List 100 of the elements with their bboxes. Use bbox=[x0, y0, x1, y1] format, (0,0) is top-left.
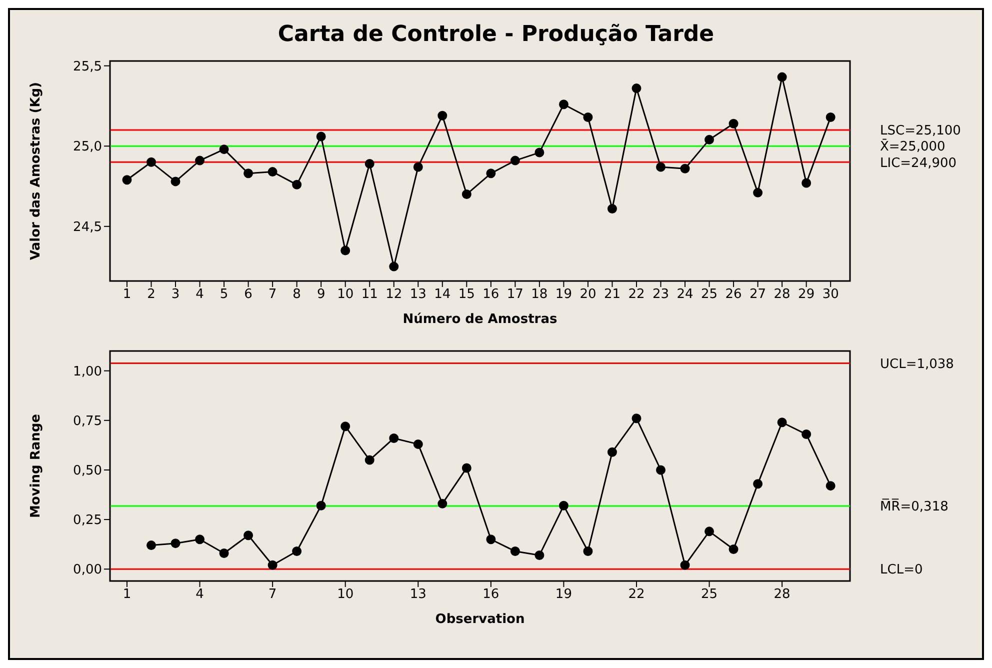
ref-line-label: UCL=1,038 bbox=[880, 356, 954, 372]
point bbox=[292, 546, 302, 556]
ref-line-label: LSC=25,100 bbox=[880, 124, 961, 139]
point bbox=[534, 148, 544, 158]
point bbox=[583, 546, 593, 556]
ref-line-label: X̄=25,000 bbox=[880, 138, 946, 155]
point bbox=[777, 72, 787, 82]
point bbox=[219, 144, 229, 154]
y-tick-label: 0,75 bbox=[73, 414, 102, 430]
point bbox=[316, 500, 326, 510]
x-tick-label: 27 bbox=[750, 287, 766, 302]
x-tick-label: 13 bbox=[410, 287, 426, 302]
point bbox=[170, 176, 180, 186]
point bbox=[656, 162, 666, 172]
chart-title: Carta de Controle - Produção Tarde bbox=[276, 21, 716, 49]
x-tick-label: 14 bbox=[434, 287, 451, 302]
x-axis-title: Observation bbox=[435, 612, 525, 627]
point bbox=[802, 178, 812, 188]
x-tick-label: 6 bbox=[244, 287, 252, 302]
x-tick-label: 22 bbox=[628, 587, 645, 602]
point bbox=[462, 463, 472, 473]
point bbox=[340, 246, 350, 256]
y-tick-label: 0,50 bbox=[73, 464, 102, 479]
y-tick-label: 0,25 bbox=[73, 513, 102, 528]
x-tick-label: 30 bbox=[822, 287, 839, 302]
x-tick-label: 1 bbox=[122, 287, 132, 302]
point bbox=[728, 118, 738, 128]
point bbox=[413, 439, 423, 449]
x-tick-label: 10 bbox=[337, 587, 354, 602]
x-tick-label: 22 bbox=[628, 287, 645, 302]
x-tick-label: 29 bbox=[798, 287, 815, 302]
x-tick-label: 10 bbox=[337, 287, 354, 302]
x-tick-label: 9 bbox=[316, 287, 326, 302]
y-axis-title: Valor das Amostras (Kg) bbox=[28, 82, 44, 260]
point bbox=[680, 164, 690, 174]
point bbox=[316, 132, 326, 142]
point bbox=[170, 538, 180, 548]
x-tick-label: 1 bbox=[122, 587, 132, 602]
x-tick-label: 4 bbox=[196, 587, 204, 602]
point bbox=[558, 500, 568, 510]
point bbox=[462, 190, 472, 200]
point bbox=[680, 560, 690, 570]
y-tick-label: 25,5 bbox=[73, 59, 102, 74]
x-tick-label: 28 bbox=[774, 287, 790, 302]
point bbox=[753, 188, 763, 198]
point bbox=[438, 498, 448, 508]
x-tick-label: 19 bbox=[555, 287, 572, 302]
x-tick-label: 25 bbox=[701, 287, 718, 302]
point bbox=[583, 112, 593, 122]
x-tick-label: 16 bbox=[482, 287, 500, 302]
point bbox=[753, 479, 763, 489]
x-tick-label: 28 bbox=[774, 587, 790, 602]
x-tick-label: 26 bbox=[725, 287, 742, 302]
point bbox=[292, 180, 302, 190]
point bbox=[486, 534, 496, 544]
y-tick-label: 1,00 bbox=[73, 364, 102, 380]
ref-line-label: M̅R̅=0,318 bbox=[880, 498, 948, 515]
point bbox=[826, 112, 836, 122]
x-tick-label: 5 bbox=[220, 287, 228, 302]
x-tick-label: 21 bbox=[604, 287, 621, 302]
x-tick-label: 18 bbox=[531, 287, 548, 302]
x-tick-label: 23 bbox=[652, 287, 670, 302]
point bbox=[607, 204, 617, 214]
point bbox=[510, 156, 520, 166]
x-axis-title: Número de Amostras bbox=[402, 312, 558, 327]
x-tick-label: 4 bbox=[196, 287, 204, 302]
y-axis-title: Moving Range bbox=[28, 414, 44, 518]
x-tick-label: 15 bbox=[458, 287, 475, 302]
x-tick-label: 12 bbox=[386, 287, 402, 302]
point bbox=[268, 167, 278, 177]
point bbox=[389, 433, 399, 443]
point bbox=[826, 481, 836, 491]
point bbox=[195, 156, 205, 166]
point bbox=[364, 455, 374, 465]
point bbox=[510, 546, 520, 556]
x-tick-label: 17 bbox=[506, 287, 524, 302]
x-tick-label: 3 bbox=[171, 287, 180, 302]
point bbox=[777, 418, 787, 428]
point bbox=[219, 548, 229, 558]
ref-line-label: LIC=24,900 bbox=[880, 156, 957, 171]
point bbox=[195, 534, 205, 544]
point bbox=[704, 134, 714, 144]
x-tick-label: 7 bbox=[268, 287, 277, 302]
point bbox=[486, 168, 496, 178]
point bbox=[122, 175, 132, 185]
x-tick-label: 24 bbox=[676, 287, 694, 302]
point bbox=[534, 550, 544, 560]
point bbox=[558, 100, 568, 110]
x-tick-label: 20 bbox=[580, 287, 596, 302]
point bbox=[364, 159, 374, 169]
y-tick-label: 24,5 bbox=[73, 220, 102, 236]
point bbox=[632, 414, 642, 424]
point bbox=[632, 84, 642, 94]
point bbox=[728, 544, 738, 554]
x-tick-label: 11 bbox=[361, 287, 378, 302]
y-tick-label: 25,0 bbox=[73, 140, 102, 155]
point bbox=[244, 168, 254, 178]
point bbox=[244, 530, 254, 540]
x-tick-label: 7 bbox=[268, 587, 277, 602]
x-tick-label: 16 bbox=[482, 587, 500, 602]
